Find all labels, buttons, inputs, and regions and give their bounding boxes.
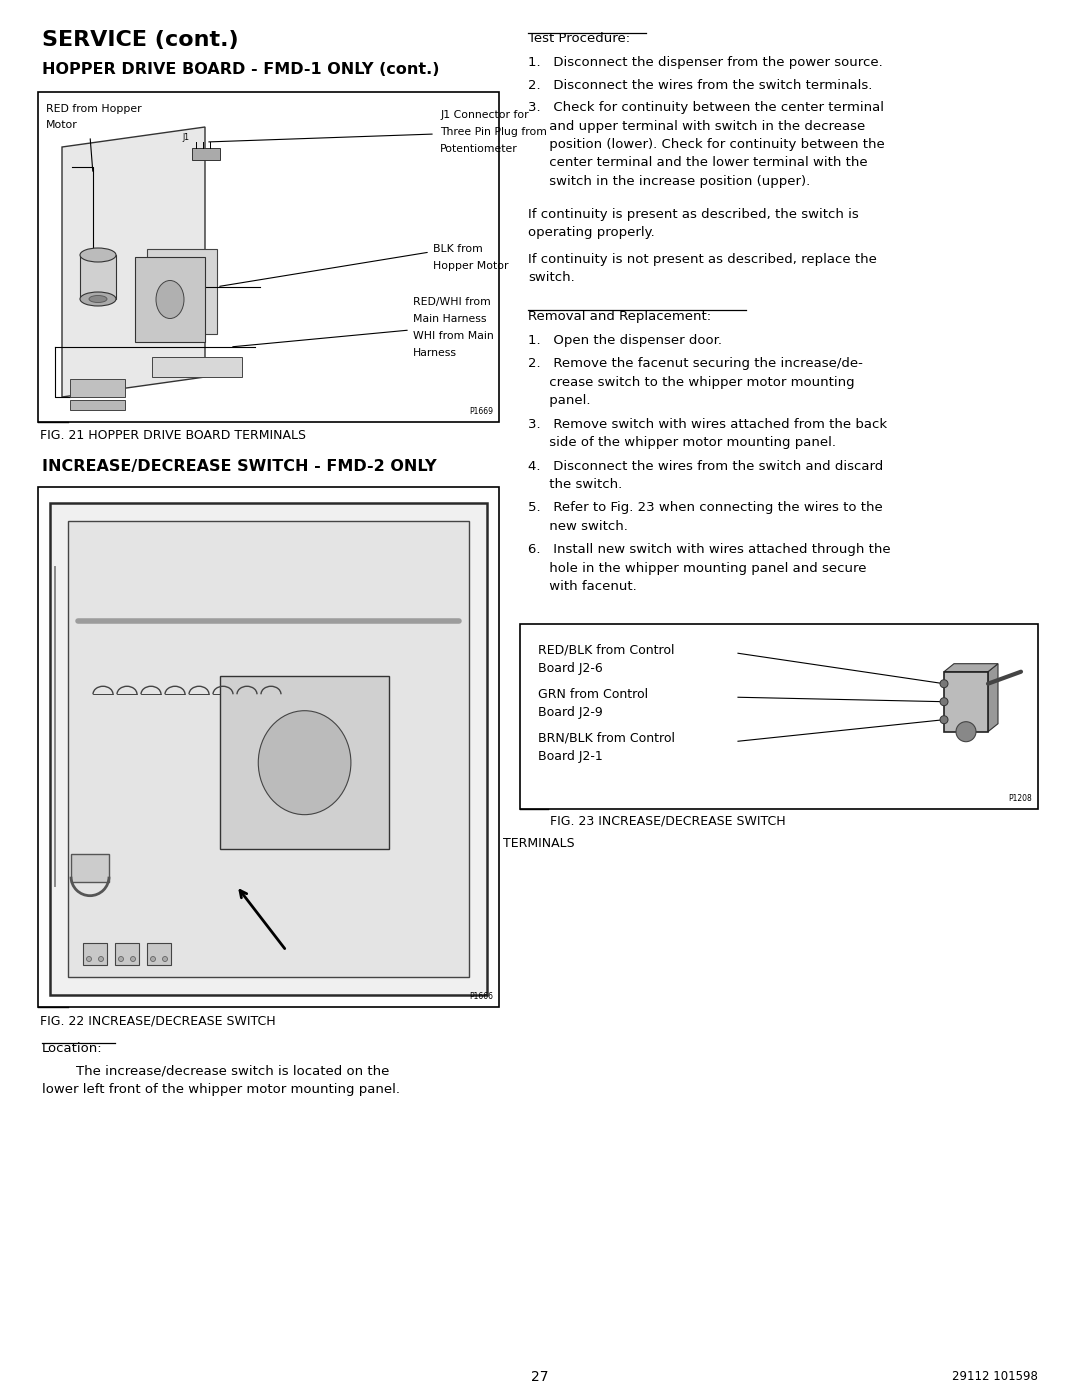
Text: Motor: Motor: [46, 120, 78, 130]
Text: FIG. 21 HOPPER DRIVE BOARD TERMINALS: FIG. 21 HOPPER DRIVE BOARD TERMINALS: [40, 429, 306, 441]
Circle shape: [98, 957, 104, 961]
Text: center terminal and the lower terminal with the: center terminal and the lower terminal w…: [528, 156, 867, 169]
Text: lower left front of the whipper motor mounting panel.: lower left front of the whipper motor mo…: [42, 1083, 400, 1095]
Text: Board J2-1: Board J2-1: [538, 750, 603, 764]
Text: 3.   Remove switch with wires attached from the back: 3. Remove switch with wires attached fro…: [528, 418, 887, 430]
Bar: [80, 256, 116, 299]
Text: FIG. 22 INCREASE/DECREASE SWITCH: FIG. 22 INCREASE/DECREASE SWITCH: [40, 1014, 275, 1027]
Text: BLK from: BLK from: [433, 244, 483, 254]
Text: with facenut.: with facenut.: [528, 581, 637, 594]
Circle shape: [940, 715, 948, 724]
Text: Potentiometer: Potentiometer: [440, 144, 517, 154]
Text: operating properly.: operating properly.: [528, 226, 654, 239]
Text: BRN/BLK from Control: BRN/BLK from Control: [538, 732, 675, 745]
Circle shape: [940, 680, 948, 687]
Ellipse shape: [80, 292, 116, 306]
Text: side of the whipper motor mounting panel.: side of the whipper motor mounting panel…: [528, 436, 836, 448]
Text: WHI from Main: WHI from Main: [413, 331, 494, 341]
Text: Location:: Location:: [42, 1042, 103, 1055]
Bar: [147, 249, 217, 334]
Text: Three Pin Plug from: Three Pin Plug from: [440, 127, 546, 137]
Text: switch.: switch.: [528, 271, 575, 284]
Text: FIG. 23 INCREASE/DECREASE SWITCH: FIG. 23 INCREASE/DECREASE SWITCH: [550, 814, 785, 828]
Bar: [70, 379, 125, 397]
Circle shape: [150, 957, 156, 961]
Ellipse shape: [80, 249, 116, 263]
Circle shape: [119, 957, 123, 961]
Circle shape: [131, 957, 135, 961]
FancyBboxPatch shape: [944, 672, 988, 732]
Text: P1666: P1666: [469, 992, 492, 1002]
Text: 27: 27: [531, 1370, 549, 1384]
Bar: [71, 854, 109, 882]
Text: INCREASE/DECREASE SWITCH - FMD-2 ONLY: INCREASE/DECREASE SWITCH - FMD-2 ONLY: [42, 460, 436, 474]
Circle shape: [86, 957, 92, 961]
Text: J1 Connector for: J1 Connector for: [440, 110, 528, 120]
Text: Board J2-6: Board J2-6: [538, 662, 603, 676]
Bar: [135, 257, 205, 342]
Text: position (lower). Check for continuity between the: position (lower). Check for continuity b…: [528, 138, 885, 151]
Text: Harness: Harness: [413, 348, 457, 358]
Text: SERVICE (cont.): SERVICE (cont.): [42, 29, 239, 50]
Bar: [192, 148, 220, 161]
Text: 2.   Remove the facenut securing the increase/de-: 2. Remove the facenut securing the incre…: [528, 358, 863, 370]
Polygon shape: [944, 664, 998, 672]
Text: GRN from Control: GRN from Control: [538, 687, 648, 701]
Bar: [38, 92, 499, 422]
Bar: [83, 943, 107, 965]
Circle shape: [940, 697, 948, 705]
Bar: [147, 943, 171, 965]
Text: Board J2-9: Board J2-9: [538, 707, 603, 719]
Text: 1.   Disconnect the dispenser from the power source.: 1. Disconnect the dispenser from the pow…: [528, 56, 882, 68]
Text: RED/WHI from: RED/WHI from: [413, 298, 490, 307]
Text: 29112 101598: 29112 101598: [953, 1370, 1038, 1383]
Text: Removal and Replacement:: Removal and Replacement:: [528, 310, 711, 323]
Circle shape: [956, 722, 976, 742]
Bar: [68, 521, 469, 977]
Text: Main Harness: Main Harness: [413, 314, 486, 324]
Text: and upper terminal with switch in the decrease: and upper terminal with switch in the de…: [528, 120, 865, 133]
Text: The increase/decrease switch is located on the: The increase/decrease switch is located …: [42, 1065, 390, 1077]
Text: crease switch to the whipper motor mounting: crease switch to the whipper motor mount…: [528, 376, 854, 388]
Bar: [220, 676, 389, 849]
Text: P1208: P1208: [1009, 793, 1032, 803]
Polygon shape: [988, 664, 998, 732]
Text: TERMINALS: TERMINALS: [503, 837, 575, 851]
Text: 4.   Disconnect the wires from the switch and discard: 4. Disconnect the wires from the switch …: [528, 460, 883, 472]
Text: 5.   Refer to Fig. 23 when connecting the wires to the: 5. Refer to Fig. 23 when connecting the …: [528, 502, 882, 514]
Text: 3.   Check for continuity between the center terminal: 3. Check for continuity between the cent…: [528, 101, 885, 115]
Text: 2.   Disconnect the wires from the switch terminals.: 2. Disconnect the wires from the switch …: [528, 78, 873, 91]
Text: switch in the increase position (upper).: switch in the increase position (upper).: [528, 175, 810, 189]
Bar: [152, 358, 242, 377]
Polygon shape: [62, 127, 205, 397]
Text: If continuity is present as described, the switch is: If continuity is present as described, t…: [528, 208, 859, 221]
Bar: [50, 503, 487, 995]
Text: Hopper Motor: Hopper Motor: [433, 261, 509, 271]
Text: the switch.: the switch.: [528, 478, 622, 490]
Text: HOPPER DRIVE BOARD - FMD-1 ONLY (cont.): HOPPER DRIVE BOARD - FMD-1 ONLY (cont.): [42, 61, 440, 77]
Text: Test Procedure:: Test Procedure:: [528, 32, 630, 45]
Text: P1669: P1669: [469, 407, 492, 416]
Ellipse shape: [156, 281, 184, 319]
Circle shape: [162, 957, 167, 961]
Text: 1.   Open the dispenser door.: 1. Open the dispenser door.: [528, 334, 723, 346]
Text: If continuity is not present as described, replace the: If continuity is not present as describe…: [528, 253, 877, 265]
Text: 6.   Install new switch with wires attached through the: 6. Install new switch with wires attache…: [528, 543, 891, 556]
Ellipse shape: [258, 711, 351, 814]
Bar: [38, 488, 499, 1007]
Text: J1: J1: [183, 133, 189, 142]
Bar: [70, 400, 125, 409]
Text: new switch.: new switch.: [528, 520, 627, 534]
Bar: [114, 943, 139, 965]
Bar: [519, 624, 1038, 809]
Text: RED/BLK from Control: RED/BLK from Control: [538, 644, 675, 657]
Ellipse shape: [89, 296, 107, 303]
Text: panel.: panel.: [528, 394, 591, 407]
Text: RED from Hopper: RED from Hopper: [46, 103, 141, 115]
Text: hole in the whipper mounting panel and secure: hole in the whipper mounting panel and s…: [528, 562, 866, 576]
